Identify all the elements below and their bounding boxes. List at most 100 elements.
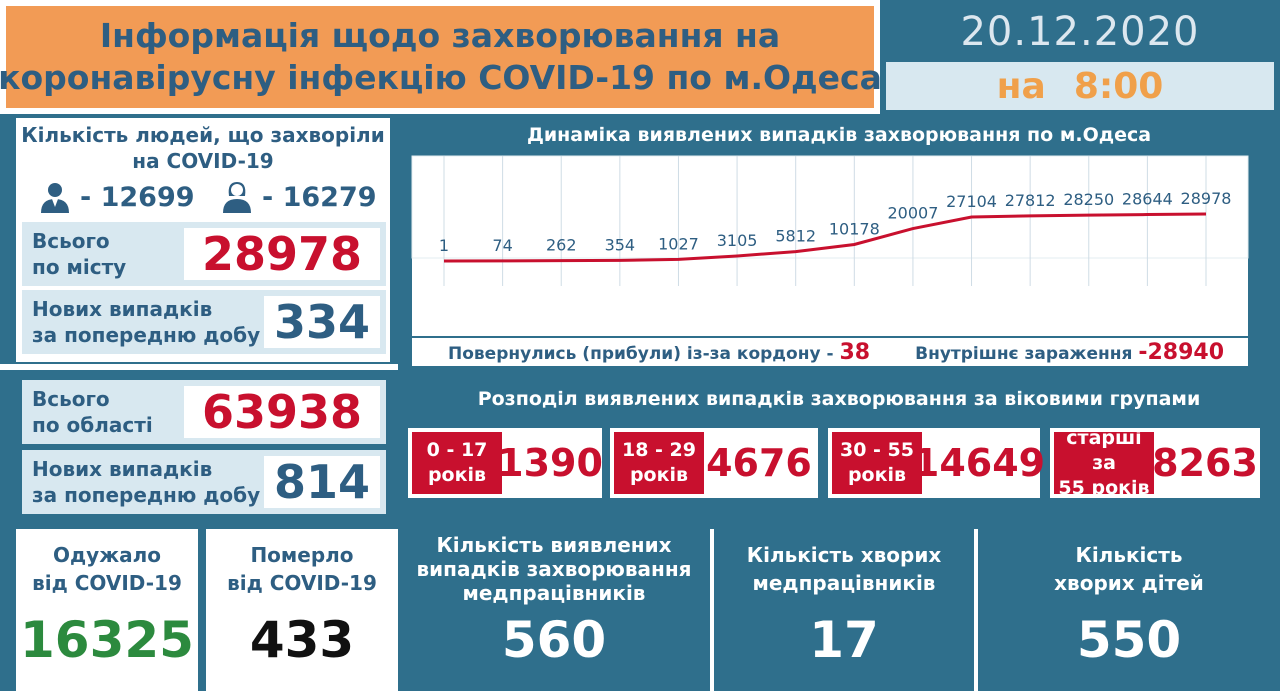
age-group-card: 30 - 55 років 14649 — [828, 428, 1046, 498]
region-total-row: Всього по області 63938 — [22, 380, 386, 444]
region-total-label-line1: Всього — [32, 387, 110, 411]
sick-title-line2: на COVID-19 — [132, 149, 274, 173]
internal-value: -28940 — [1138, 339, 1224, 365]
age-group-card: 0 - 17 років 1390 — [408, 428, 603, 498]
city-total-label-line1: Всього — [32, 229, 110, 253]
returned-label: Повернулись (прибули) із-за кордону - — [448, 343, 834, 364]
city-new-label: Нових випадків за попередню добу — [32, 296, 260, 348]
city-new-row: Нових випадків за попередню добу 334 — [22, 290, 386, 354]
bottom-divider — [974, 529, 978, 691]
data-label: 28978 — [1181, 189, 1232, 208]
region-new-row: Нових випадків за попередню добу 814 — [22, 450, 386, 514]
sick-medics-label-line1: Кількість хворих — [746, 543, 942, 567]
recovered-value: 16325 — [20, 611, 194, 669]
chart-footer: Повернулись (прибули) із-за кордону - 38… — [412, 338, 1248, 366]
age-group-label-line2: років — [847, 464, 907, 486]
returned-info: Повернулись (прибули) із-за кордону - 38 — [448, 340, 870, 365]
age-group-label: 30 - 55 років — [832, 432, 922, 494]
chart: 25.03 01.05 01.06 01.07 01.08 01.09 01.10 01.11… — [411, 155, 1249, 336]
chart-data-labels: 1 74 262 354 1027 3105 5812 10178 20007 27104 2781… — [439, 189, 1232, 255]
header-title-box: Інформація щодо захворювання на коронаві… — [0, 0, 882, 114]
age-group-card: 18 - 29 років 4676 — [610, 428, 818, 498]
died-label: Померло від COVID-19 — [227, 541, 377, 597]
data-label: 262 — [546, 236, 577, 255]
male-count: - 12699 — [38, 180, 195, 214]
city-total-row: Всього по місту 28978 — [22, 222, 386, 286]
age-group-label-line1: 18 - 29 — [622, 439, 696, 461]
data-label: 27104 — [946, 192, 997, 211]
children-label-line2: хворих дітей — [1054, 571, 1204, 595]
chart-panel: Динаміка виявлених випадків захворювання… — [398, 114, 1280, 370]
header-date-box: 20.12.2020 на 8:00 — [880, 0, 1280, 114]
age-group-label: 18 - 29 років — [614, 432, 704, 494]
sick-medics-card: Кількість хворих медпрацівників 17 — [714, 529, 974, 691]
data-label: 20007 — [887, 204, 938, 223]
header-title-line2: коронавірусну інфекцію COVID-19 по м.Оде… — [0, 58, 882, 97]
age-group-value: 8263 — [1152, 441, 1258, 485]
sick-medics-label: Кількість хворих медпрацівників — [747, 541, 942, 597]
sick-title: Кількість людей, що захворіли на COVID-1… — [16, 122, 390, 174]
region-new-value: 814 — [264, 455, 380, 509]
returned-value: 38 — [839, 339, 871, 365]
age-group-label: старші за 55 років — [1054, 427, 1154, 499]
age-title: Розподіл виявлених випадків захворювання… — [477, 388, 1201, 410]
died-value: 433 — [249, 611, 355, 669]
male-icon — [41, 183, 69, 213]
died-card: Померло від COVID-19 433 — [206, 529, 398, 691]
age-group-value: 1390 — [497, 441, 603, 485]
data-label: 3105 — [717, 231, 758, 250]
data-label: 1027 — [658, 234, 699, 253]
age-group-label-line1: 0 - 17 — [426, 439, 488, 461]
age-group-label-line1: старші за — [1066, 426, 1142, 474]
age-group-card: старші за 55 років 8263 — [1050, 427, 1260, 499]
medics-label-line2: випадків захворювання — [416, 557, 692, 581]
region-new-label-line1: Нових випадків — [32, 457, 213, 481]
city-new-label-line1: Нових випадків — [32, 297, 213, 321]
recovered-label-line2: від COVID-19 — [32, 571, 182, 595]
children-value: 550 — [1076, 611, 1182, 669]
data-label: 28644 — [1122, 190, 1173, 209]
medics-label-line1: Кількість виявлених — [436, 533, 672, 557]
bottom-divider — [710, 529, 714, 691]
sick-title-line1: Кількість людей, що захворіли — [21, 123, 385, 147]
data-label: 1 — [439, 236, 449, 255]
medics-value: 560 — [501, 611, 607, 669]
city-total-label: Всього по місту — [32, 228, 126, 280]
city-stats-panel: Кількість людей, що захворіли на COVID-1… — [0, 114, 398, 529]
medics-card: Кількість виявлених випадків захворюванн… — [398, 529, 710, 691]
time-prefix: на — [996, 65, 1046, 107]
section-divider — [0, 364, 398, 370]
age-distribution-panel: Розподіл виявлених випадків захворювання… — [398, 370, 1280, 529]
age-group-label: 0 - 17 років — [412, 432, 502, 494]
recovered-label-line1: Одужало — [53, 543, 161, 567]
city-total-value: 28978 — [184, 227, 380, 281]
age-group-label-line2: років — [427, 464, 487, 486]
female-count: - 16279 — [220, 180, 377, 214]
medics-label: Кількість виявлених випадків захворюванн… — [417, 533, 692, 605]
male-count-value: - 12699 — [80, 181, 195, 213]
data-label: 5812 — [775, 227, 816, 246]
recovered-label: Одужало від COVID-19 — [32, 541, 182, 597]
bottom-stats-panel: Одужало від COVID-19 16325 Померло від C… — [0, 529, 1280, 691]
date-label: 20.12.2020 — [890, 6, 1270, 58]
header-title-line1: Інформація щодо захворювання на — [99, 16, 781, 55]
medics-label-line3: медпрацівників — [462, 581, 646, 605]
region-total-label: Всього по області — [32, 386, 153, 438]
children-card: Кількість хворих дітей 550 — [978, 529, 1280, 691]
age-group-label-line2: 55 років — [1058, 476, 1150, 499]
age-group-value: 4676 — [706, 441, 812, 485]
region-new-label: Нових випадків за попередню добу — [32, 456, 260, 508]
region-total-value: 63938 — [184, 385, 380, 439]
internal-label: Внутрішнє зараження — [915, 343, 1133, 364]
series-line — [443, 212, 1207, 263]
died-label-line2: від COVID-19 — [227, 571, 377, 595]
chart-title: Динаміка виявлених випадків захворювання… — [526, 124, 1152, 146]
sick-medics-value: 17 — [809, 611, 879, 669]
time-box: на 8:00 — [886, 62, 1274, 110]
children-label-line1: Кількість — [1075, 543, 1183, 567]
died-label-line1: Померло — [250, 543, 354, 567]
age-group-label-line2: років — [629, 464, 689, 486]
region-new-label-line2: за попередню добу — [32, 483, 261, 507]
chart-grid — [443, 156, 1207, 286]
age-group-value: 14649 — [912, 441, 1046, 485]
